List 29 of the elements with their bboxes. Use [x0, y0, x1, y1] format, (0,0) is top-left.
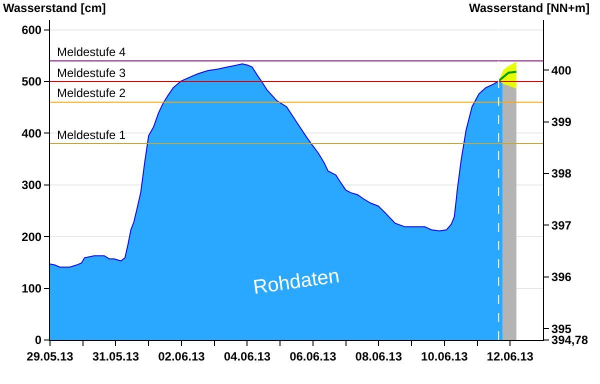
x-tick-label: 29.05.13	[26, 349, 74, 364]
x-tick-label: 06.06.13	[290, 349, 337, 364]
annotation: Rohdaten	[252, 265, 341, 299]
ref-line-label: Meldestufe 1	[57, 128, 126, 142]
x-tick-label: 31.05.13	[92, 349, 140, 364]
y-tick-label: 500	[22, 74, 42, 89]
y2-tick-label: 395	[551, 322, 572, 336]
ref-line-label: Meldestufe 2	[57, 86, 126, 100]
x-tick-label: 04.06.13	[224, 349, 271, 364]
y-tick-label: 300	[22, 178, 42, 192]
y2-tick-label: 398	[551, 166, 572, 181]
x-tick-label: 08.06.13	[355, 349, 402, 364]
y2-tick-label: 399	[551, 115, 572, 130]
y2-tick-label: 396	[551, 270, 572, 284]
x-tick-label: 10.06.13	[421, 349, 468, 364]
y2-tick-label: 394,78	[551, 333, 588, 348]
y2-tick-label: 397	[551, 218, 572, 232]
x-tick-label: 02.06.13	[158, 349, 206, 364]
y-tick-label: 100	[22, 282, 42, 296]
y-tick-label: 200	[22, 230, 42, 244]
y2-axis-title: Wasserstand [NN+m]	[469, 1, 590, 15]
ref-line-label: Meldestufe 3	[57, 66, 126, 80]
y-tick-label: 600	[22, 23, 42, 38]
y-tick-label: 0	[34, 333, 42, 348]
x-tick-label: 12.06.13	[486, 349, 534, 364]
y-tick-label: 400	[22, 126, 42, 140]
y-axis-title: Wasserstand [cm]	[3, 1, 106, 15]
ref-line-label: Meldestufe 4	[57, 45, 126, 59]
y2-tick-label: 400	[551, 63, 572, 78]
